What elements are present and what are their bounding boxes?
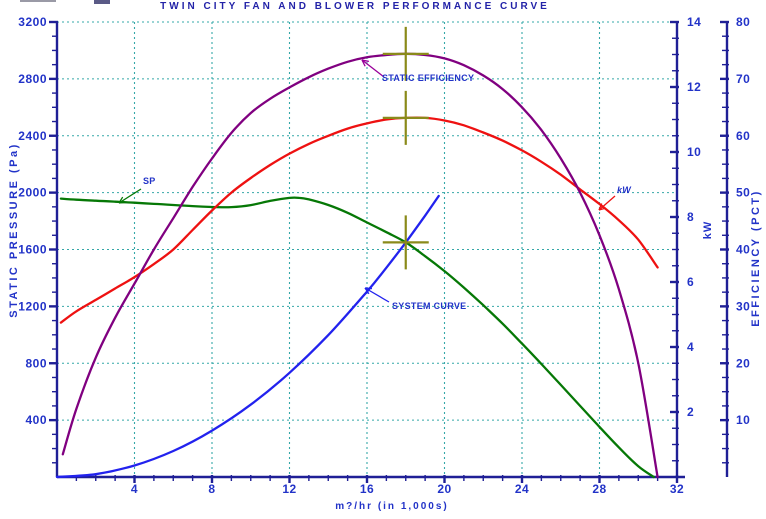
pa-tick-label: 2800 (18, 72, 47, 86)
pa-tick-label: 800 (25, 356, 47, 370)
flow-axis-title: m?/hr (in 1,000s) (335, 501, 449, 512)
static-pressure-axis-title: STATIC PRESSURE (Pa) (8, 142, 20, 318)
x-tick-label: 24 (515, 482, 529, 496)
kw-label: kW (617, 185, 632, 195)
chart-title: TWIN CITY FAN AND BLOWER PERFORMANCE CUR… (160, 1, 550, 12)
pa-tick-label: 3200 (18, 15, 47, 29)
annotation-arrowhead (364, 287, 370, 295)
system-curve-label: SYSTEM CURVE (392, 301, 467, 311)
x-tick-label: 4 (131, 482, 138, 496)
annotation-arrowhead (118, 196, 124, 204)
eff-tick-label: 20 (736, 356, 750, 370)
static-efficiency-label: STATIC EFFICIENCY (382, 73, 475, 83)
eff-tick-label: 30 (736, 299, 750, 313)
kw-tick-label: 10 (687, 145, 701, 159)
annotation-arrow (361, 59, 385, 78)
sp-curve (59, 196, 655, 479)
sp-label: SP (143, 176, 156, 186)
x-tick-label: 16 (360, 482, 374, 496)
x-tick-label: 8 (208, 482, 215, 496)
pa-tick-label: 1200 (18, 299, 47, 313)
kw-tick-label: 8 (687, 210, 694, 224)
cropped-ui-artifact (94, 0, 110, 4)
annotation-arrowhead (598, 203, 603, 211)
kw-curve (59, 116, 659, 324)
pa-tick-label: 2000 (18, 186, 47, 200)
eff-tick-label: 70 (736, 72, 750, 86)
static-efficiency-curve (61, 52, 659, 479)
annotation-arrow (364, 287, 390, 303)
annotation-arrowhead (364, 287, 373, 290)
annotation-arrowhead (118, 201, 127, 204)
eff-tick-label: 40 (736, 243, 750, 257)
x-tick-label: 28 (592, 482, 606, 496)
kw-tick-label: 2 (687, 405, 694, 419)
efficiency-axis-title: EFFICIENCY (PCT) (750, 189, 762, 327)
eff-tick-label: 80 (736, 15, 750, 29)
eff-tick-label: 10 (736, 413, 750, 427)
kw-tick-label: 6 (687, 275, 694, 289)
pa-tick-label: 400 (25, 413, 47, 427)
kw-tick-label: 12 (687, 80, 701, 94)
kw-axis-title: kW (702, 220, 714, 240)
annotation-arrow (118, 188, 142, 204)
annotation-arrow (598, 195, 616, 211)
x-tick-label: 32 (670, 482, 684, 496)
annotation-arrowhead (361, 59, 366, 67)
kw-tick-label: 4 (687, 340, 694, 354)
pa-tick-label: 1600 (18, 243, 47, 257)
annotation-arrowhead (361, 59, 369, 63)
x-tick-label: 12 (282, 482, 296, 496)
system-curve-curve (55, 194, 440, 479)
eff-tick-label: 50 (736, 186, 750, 200)
eff-tick-label: 60 (736, 129, 750, 143)
cropped-ui-artifact (20, 0, 56, 2)
annotation-arrowhead (598, 207, 606, 211)
x-tick-label: 20 (437, 482, 451, 496)
kw-tick-label: 14 (687, 15, 701, 29)
pa-tick-label: 2400 (18, 129, 47, 143)
